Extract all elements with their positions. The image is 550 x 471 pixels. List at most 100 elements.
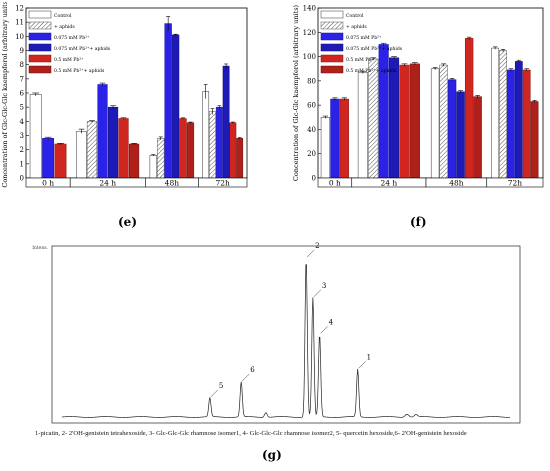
bar bbox=[339, 98, 349, 179]
category-label: 72h bbox=[508, 179, 523, 188]
category-label: 0 h bbox=[329, 179, 341, 188]
bar bbox=[42, 138, 55, 179]
category-label: 48h bbox=[165, 179, 180, 188]
bar bbox=[357, 72, 368, 179]
legend-swatch bbox=[320, 43, 344, 52]
peak-leader bbox=[358, 361, 366, 369]
category-label: 72h bbox=[216, 179, 231, 188]
y-tick-label: 8 bbox=[20, 61, 24, 69]
panel-label-e: (e) bbox=[118, 215, 137, 229]
peak-label: 6 bbox=[250, 366, 255, 374]
y-tick-label: 40 bbox=[307, 126, 316, 134]
bar bbox=[171, 34, 180, 179]
bar bbox=[186, 122, 195, 179]
y-tick-label: 11 bbox=[15, 19, 24, 27]
chromatogram: Intens. 5 6 2 3 4 1 bbox=[32, 242, 521, 424]
panel-label-g: (g) bbox=[262, 448, 282, 462]
peak-leader bbox=[313, 289, 322, 297]
bar bbox=[29, 94, 42, 179]
bar bbox=[229, 122, 237, 179]
bar bbox=[389, 57, 400, 179]
legend-label: 0.075 mM Pb²⁺ bbox=[346, 35, 382, 41]
bar bbox=[97, 84, 108, 179]
bar bbox=[202, 91, 210, 179]
bar bbox=[439, 64, 448, 179]
legend-label: + aphids bbox=[54, 24, 75, 30]
legend-label: 0.075 mM Pb²⁺+ aphids bbox=[346, 46, 403, 52]
bar bbox=[464, 38, 474, 179]
y-tick-label: 12 bbox=[15, 5, 24, 13]
plot-frame bbox=[51, 245, 521, 424]
bar bbox=[430, 68, 440, 179]
category-label: 48h bbox=[449, 179, 464, 188]
bar bbox=[473, 96, 482, 179]
legend-swatch bbox=[320, 54, 344, 63]
y-tick-label: 100 bbox=[303, 53, 316, 61]
chromatogram-trace bbox=[61, 264, 511, 418]
legend-label: Control bbox=[54, 13, 72, 19]
bar bbox=[164, 23, 172, 179]
bar bbox=[222, 65, 230, 179]
legend-swatch bbox=[28, 65, 52, 74]
peak-label: 1 bbox=[367, 353, 371, 361]
category-label: 24 h bbox=[99, 179, 116, 188]
legend-label: 0.5 mM Pb²⁺+ aphids bbox=[54, 68, 105, 74]
bar bbox=[128, 143, 140, 179]
y-axis-label: Intens. bbox=[32, 245, 48, 251]
peak-label: 5 bbox=[219, 382, 223, 390]
y-tick-label: 4 bbox=[20, 118, 25, 126]
bar bbox=[236, 138, 244, 179]
bar bbox=[215, 106, 223, 179]
legend-swatch bbox=[320, 65, 344, 74]
y-tick-label: 60 bbox=[307, 102, 316, 110]
bar bbox=[157, 138, 165, 179]
y-tick-label: 2 bbox=[20, 146, 24, 154]
legend-label: 0.075 mM Pb²⁺+ aphids bbox=[54, 46, 111, 52]
bar bbox=[499, 50, 507, 179]
bar bbox=[378, 44, 389, 179]
peak-label: 3 bbox=[322, 282, 326, 290]
bar bbox=[320, 117, 331, 179]
bar bbox=[209, 111, 216, 179]
peak-leader bbox=[306, 249, 315, 258]
chromatogram-caption: 1-picatin, 2- 2'OH-genistein tetrahexosi… bbox=[35, 430, 467, 437]
y-tick-label: 0 bbox=[20, 175, 24, 183]
peak-leader bbox=[320, 326, 328, 334]
y-axis-label: Concentration of Glc-Glc-Glc kaempferol … bbox=[1, 2, 9, 188]
legend-swatch bbox=[28, 43, 52, 52]
legend-swatch bbox=[28, 10, 52, 19]
legend-label: 0.5 mM Pb²⁺+ aphids bbox=[346, 68, 397, 74]
bar bbox=[530, 101, 539, 179]
y-tick-label: 0 bbox=[312, 175, 316, 183]
y-tick-label: 7 bbox=[20, 75, 24, 83]
bar bbox=[86, 121, 98, 179]
category-label: 0 h bbox=[42, 179, 54, 188]
y-tick-label: 3 bbox=[20, 132, 24, 140]
bar bbox=[330, 98, 340, 179]
y-tick-label: 5 bbox=[20, 104, 24, 112]
bar bbox=[507, 69, 515, 179]
legend-label: 0.075 mM Pb²⁺ bbox=[54, 35, 90, 41]
category-label: 24 h bbox=[380, 179, 397, 188]
y-tick-label: 20 bbox=[307, 150, 316, 158]
y-tick-label: 9 bbox=[20, 47, 24, 55]
bar bbox=[409, 63, 420, 179]
bar bbox=[491, 47, 500, 179]
legend-label: + aphids bbox=[346, 24, 367, 30]
category-box bbox=[198, 177, 248, 188]
bar bbox=[179, 118, 187, 179]
category-box bbox=[486, 177, 544, 188]
y-tick-label: 1 bbox=[20, 160, 24, 168]
y-tick-label: 10 bbox=[15, 33, 24, 41]
bar bbox=[54, 143, 67, 179]
legend-swatch bbox=[320, 21, 344, 30]
peak-leader bbox=[210, 389, 219, 398]
legend-label: Control bbox=[346, 13, 364, 19]
bar bbox=[107, 106, 119, 179]
legend-label: 0.5 mM Pb²⁺ bbox=[346, 57, 376, 63]
bar bbox=[447, 79, 457, 179]
bar bbox=[118, 118, 129, 179]
peak-leader bbox=[242, 373, 250, 382]
